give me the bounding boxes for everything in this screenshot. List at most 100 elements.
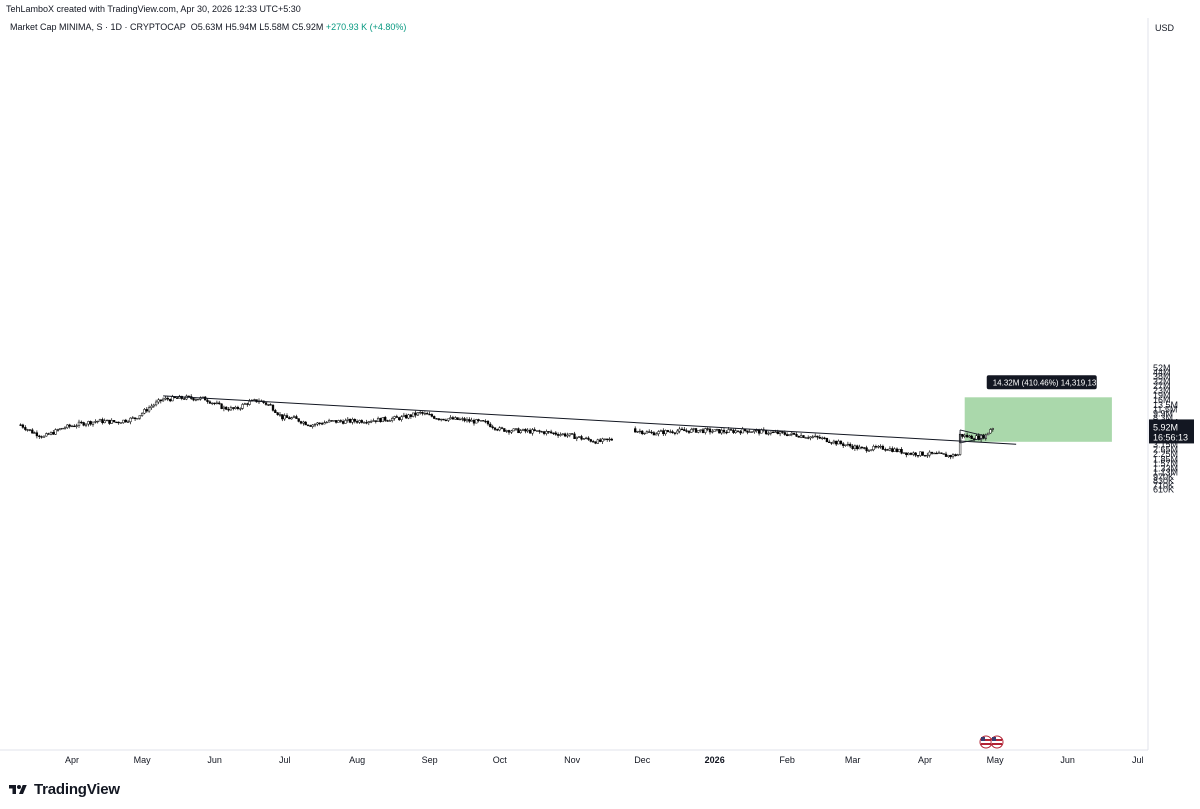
candle-body: [547, 431, 550, 433]
candle-body: [318, 422, 321, 424]
symbol-legend: Market Cap MINIMA, S · 1D · CRYPTOCAP O5…: [10, 22, 406, 32]
candle-body: [96, 420, 99, 423]
candle-body: [577, 436, 581, 438]
candle-body: [337, 420, 340, 423]
candle-body: [379, 418, 382, 423]
ohlc-open: O5.63M: [190, 22, 223, 32]
candle-body: [54, 429, 57, 435]
candle-body: [59, 428, 62, 430]
triangle-upper-line: [959, 429, 986, 437]
candle-body: [734, 430, 737, 433]
symmetrical-triangle[interactable]: [959, 429, 986, 444]
candle-body: [384, 417, 387, 421]
candle-body: [844, 444, 847, 446]
candle-body: [391, 418, 394, 421]
y-tick-label: 830K: [1153, 476, 1174, 486]
candle-body: [304, 421, 307, 426]
candle-body: [360, 420, 363, 423]
candle-body: [634, 428, 637, 433]
x-tick-label: 2026: [705, 755, 725, 765]
candle-body: [112, 420, 116, 423]
candle-body: [657, 431, 660, 435]
candle-body: [592, 441, 595, 443]
candle-body: [606, 438, 609, 440]
candle-body: [645, 431, 649, 434]
y-tick-label: 27M: [1153, 381, 1171, 391]
candle-body: [608, 438, 611, 441]
current-price-bg: [1149, 419, 1194, 444]
candle-body: [769, 431, 772, 434]
candle-body: [521, 428, 525, 431]
candle-body: [708, 428, 712, 433]
candle-body: [124, 419, 127, 423]
candle-body: [211, 402, 214, 405]
candle-body: [545, 431, 548, 434]
candle-body: [540, 431, 543, 433]
candle-body: [554, 432, 557, 435]
candle-body: [888, 448, 892, 451]
candle-body: [376, 418, 380, 422]
candle-body: [690, 429, 693, 433]
candle-body: [117, 421, 120, 424]
candle-body: [799, 435, 803, 438]
candle-body: [732, 429, 735, 433]
candle-body: [31, 429, 34, 434]
candle-body: [274, 410, 277, 413]
candle-body: [977, 435, 980, 440]
candle-body: [954, 454, 957, 457]
candle-body: [715, 429, 719, 431]
descending-trendline[interactable]: [163, 395, 1017, 445]
candle-body: [603, 438, 606, 440]
candle-body: [825, 437, 829, 443]
candle-body: [351, 419, 354, 423]
candle-body: [400, 416, 403, 420]
y-tick-label: 9.9M: [1153, 408, 1173, 418]
candle-body: [98, 419, 102, 422]
candle-body: [229, 407, 233, 411]
x-tick-label: Oct: [493, 755, 508, 765]
candle-body: [781, 431, 784, 433]
candle-body: [881, 445, 885, 450]
candle-body: [739, 431, 742, 434]
candle-body: [472, 419, 476, 424]
candle-body: [552, 432, 555, 434]
candle-body: [559, 434, 562, 436]
candle-body: [421, 411, 424, 414]
candle-body: [720, 429, 723, 434]
candle-body: [161, 398, 165, 402]
candle-body: [867, 450, 871, 452]
candle-body: [365, 422, 368, 424]
candle-body: [183, 398, 186, 400]
candle-body: [346, 418, 349, 421]
x-tick-label: Jul: [279, 755, 291, 765]
tradingview-logo[interactable]: TradingView: [8, 781, 120, 798]
candle-body: [176, 397, 179, 399]
candle-body: [683, 429, 686, 432]
time-axis[interactable]: Apr May Jun Jul Aug Sep Oct Nov Dec 2026 Feb Mar Apr…: [65, 755, 1143, 765]
candle-body: [563, 433, 567, 437]
candle-body: [423, 413, 427, 415]
candle-body: [295, 416, 298, 419]
candle-body: [42, 435, 46, 438]
candle-body: [916, 455, 920, 457]
candle-body: [531, 429, 534, 434]
candle-body: [652, 432, 656, 436]
candle-body: [849, 443, 852, 447]
symbol-name[interactable]: Market Cap MINIMA, S · 1D · CRYPTOCAP: [10, 22, 186, 32]
candle-body: [33, 432, 36, 434]
candle-body: [91, 421, 95, 425]
candle-body: [704, 428, 707, 433]
candle-body: [222, 406, 226, 410]
candle-body: [122, 419, 125, 423]
candle-body: [510, 430, 513, 433]
candle-body: [926, 454, 929, 457]
candle-body: [816, 435, 819, 438]
candle-body: [253, 399, 256, 401]
us-economic-events-icon[interactable]: [979, 735, 1004, 749]
candle-body: [970, 435, 973, 439]
candle-body: [440, 418, 443, 421]
candle-body: [912, 452, 915, 455]
x-tick-label: Sep: [422, 755, 438, 765]
candle-body: [143, 409, 146, 414]
